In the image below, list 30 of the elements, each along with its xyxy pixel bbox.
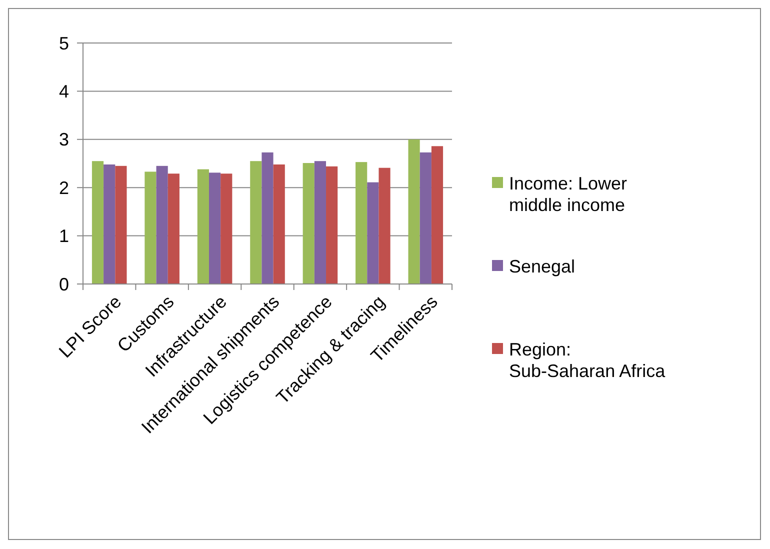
bar xyxy=(156,166,168,284)
bar xyxy=(220,174,232,284)
bar xyxy=(92,161,104,284)
bar xyxy=(378,168,390,284)
bar xyxy=(115,166,127,284)
y-tick-label: 3 xyxy=(58,130,69,150)
y-tick-label: 2 xyxy=(58,178,69,198)
bar xyxy=(104,164,116,284)
bar xyxy=(250,161,262,284)
bar xyxy=(367,182,379,284)
bar xyxy=(262,152,274,284)
y-tick-label: 0 xyxy=(58,274,69,294)
bar xyxy=(326,166,338,284)
y-tick-label: 1 xyxy=(58,226,69,246)
bar xyxy=(273,164,285,284)
legend-label: Senegal xyxy=(509,256,576,276)
bar xyxy=(197,169,209,284)
bar xyxy=(168,174,180,284)
legend-label: Region: Sub-Saharan Africa xyxy=(509,339,666,381)
bar xyxy=(314,161,326,284)
bar xyxy=(302,163,314,284)
bar xyxy=(356,162,368,284)
bar xyxy=(208,172,221,284)
legend-label: Income: Lower middle income xyxy=(509,173,628,215)
bar xyxy=(408,139,420,284)
bar xyxy=(431,146,444,284)
y-tick-label: 5 xyxy=(58,33,69,54)
bar xyxy=(144,172,156,284)
y-tick-label: 4 xyxy=(58,82,69,102)
bar xyxy=(420,152,432,284)
